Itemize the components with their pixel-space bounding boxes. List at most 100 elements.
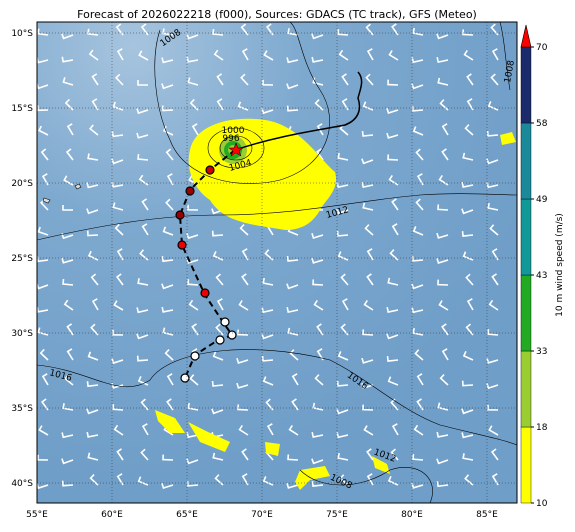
- wind-barb: [262, 476, 274, 486]
- wind-barb: [465, 323, 474, 336]
- wind-barb: [361, 130, 374, 137]
- wind-barb: [165, 148, 174, 161]
- wind-barb: [161, 105, 174, 112]
- wind-barb: [137, 476, 149, 486]
- wind-barb: [90, 273, 99, 286]
- wind-barb: [287, 454, 299, 461]
- wind-barb: [386, 132, 399, 139]
- wind-barb: [116, 48, 124, 61]
- wind-barb: [165, 198, 174, 211]
- lat-label: 35°S: [11, 404, 33, 414]
- wind-barb: [66, 123, 74, 136]
- wind-barb: [187, 279, 199, 286]
- lon-label: 60°E: [101, 510, 123, 520]
- wind-barb: [87, 351, 99, 361]
- wind-barb: [462, 350, 474, 361]
- wind-barb: [241, 448, 249, 461]
- colorbar-tick-label: 43: [536, 271, 547, 281]
- wind-barb: [362, 202, 374, 211]
- colorbar-segment: [520, 426, 532, 504]
- wind-barb: [65, 148, 74, 161]
- wind-barb: [212, 251, 224, 261]
- wind-barb: [361, 182, 374, 189]
- storm-symbol: [205, 165, 215, 175]
- wind-barb: [461, 182, 474, 189]
- wind-barb: [86, 381, 99, 388]
- wind-barb: [339, 474, 349, 486]
- wind-barb: [162, 327, 174, 336]
- wind-barb: [416, 173, 424, 186]
- isobar-label: 1000: [222, 126, 245, 136]
- wind-barb: [487, 101, 499, 111]
- lat-label: 30°S: [11, 329, 33, 339]
- colorbar-segment: [520, 122, 532, 200]
- wind-barb: [62, 77, 74, 86]
- wind-barb: [336, 380, 349, 387]
- wind-barb: [216, 73, 224, 86]
- colorbar-tick-label: 70: [536, 43, 548, 53]
- wind-barb: [137, 278, 149, 286]
- wind-barb: [162, 454, 174, 461]
- wind-barb: [116, 473, 124, 486]
- wind-barb: [241, 48, 249, 61]
- storm-symbol: [177, 240, 187, 250]
- wind-barb: [461, 208, 474, 215]
- wind-barb: [187, 204, 199, 211]
- wind-barb: [286, 105, 299, 112]
- wind-barb: [491, 273, 499, 286]
- wind-barb: [86, 230, 99, 237]
- wind-barb: [386, 333, 399, 340]
- past-track: [234, 71, 363, 151]
- wind-barb: [91, 298, 99, 311]
- wind-barb: [486, 182, 499, 189]
- wind-barb: [341, 73, 349, 86]
- wind-barb: [286, 255, 299, 262]
- wind-barb: [116, 448, 124, 461]
- wind-barb: [187, 77, 199, 86]
- wind-barb: [91, 98, 99, 111]
- lon-label: 80°E: [401, 510, 423, 520]
- wind-barb: [262, 376, 274, 386]
- wind-barb: [212, 351, 224, 361]
- wind-barb: [66, 323, 74, 336]
- wind-barb: [86, 208, 99, 215]
- graticule: [37, 22, 517, 503]
- wind-barb: [286, 57, 299, 64]
- wind-barb: [491, 473, 499, 486]
- wind-barb: [164, 349, 174, 361]
- wind-barb: [89, 124, 99, 136]
- wind-barb: [86, 431, 99, 438]
- lat-label: 10°S: [11, 29, 33, 39]
- wind-barb: [113, 424, 124, 436]
- wind-barb: [461, 380, 474, 387]
- wind-barb: [238, 424, 249, 436]
- wind-barb: [463, 49, 474, 61]
- wind-barb: [86, 182, 99, 189]
- wind-barb: [461, 432, 474, 439]
- wind-barb: [416, 398, 424, 411]
- wind-barb: [113, 300, 124, 311]
- wind-barb: [162, 226, 174, 236]
- wind-barb: [436, 57, 449, 64]
- storm-symbol: [227, 330, 237, 340]
- wind-barb: [64, 98, 74, 111]
- map-title: Forecast of 2026022218 (f000), Sources: …: [77, 8, 477, 21]
- wind-barb: [86, 408, 99, 415]
- wind-barb: [115, 23, 124, 36]
- wind-barb: [261, 333, 274, 340]
- wind-barb: [461, 408, 474, 415]
- wind-barb: [91, 73, 99, 86]
- wind-barb: [411, 57, 424, 64]
- storm-symbol: [220, 317, 230, 327]
- isobar-label: 1008: [503, 59, 517, 84]
- wind-barb: [287, 28, 299, 36]
- wind-barb: [262, 79, 274, 86]
- wind-barb: [115, 273, 124, 286]
- wind-barb: [465, 273, 474, 286]
- wind-barb: [87, 452, 99, 461]
- wind-barb: [161, 306, 174, 313]
- wind-barb: [136, 108, 149, 115]
- wind-barb: [241, 473, 249, 486]
- wind-barb: [264, 249, 274, 261]
